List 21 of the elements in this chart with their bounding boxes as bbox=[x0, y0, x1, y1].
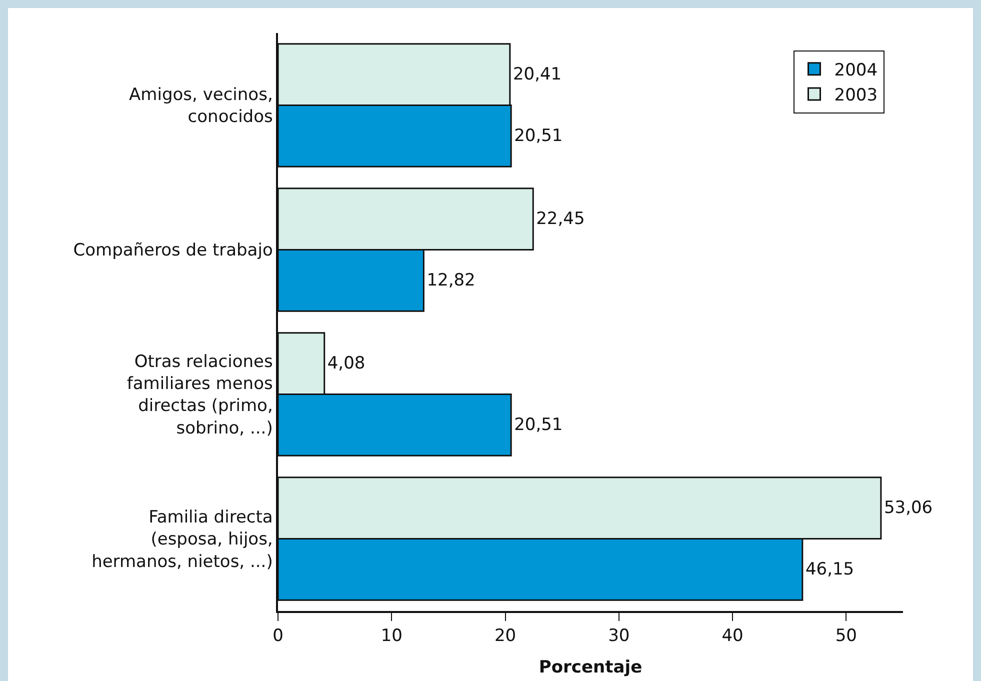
data-label: 20,51 bbox=[514, 126, 563, 146]
x-tick-label: 10 bbox=[380, 626, 402, 646]
y-tick-label: Amigos, vecinos, conocidos bbox=[129, 85, 273, 128]
data-label: 53,06 bbox=[884, 498, 933, 518]
x-tick-label: 50 bbox=[835, 626, 857, 646]
data-label: 4,08 bbox=[327, 354, 366, 374]
x-axis-title: Porcentaje bbox=[538, 658, 642, 678]
x-tick-label: 0 bbox=[272, 626, 284, 646]
legend-label: 2003 bbox=[834, 86, 878, 106]
x-tick-label: 20 bbox=[494, 626, 516, 646]
data-label: 46,15 bbox=[805, 559, 854, 580]
y-tick-label: Compañeros de trabajo bbox=[73, 240, 273, 261]
y-tick-label: Familia directa (esposa, hijos, hermanos, nietos, ...) bbox=[92, 508, 273, 572]
data-label: 12,82 bbox=[426, 270, 476, 290]
y-tick-label: Otras relaciones familiares menos directas (primo, sobrino, ...) bbox=[126, 352, 273, 438]
data-label: 22,45 bbox=[536, 209, 585, 230]
data-label: 20,41 bbox=[512, 64, 562, 85]
legend-label: 2004 bbox=[834, 60, 878, 81]
data-label: 20,51 bbox=[514, 414, 563, 435]
x-tick-label: 30 bbox=[608, 626, 630, 646]
x-tick-label: 40 bbox=[722, 626, 744, 646]
